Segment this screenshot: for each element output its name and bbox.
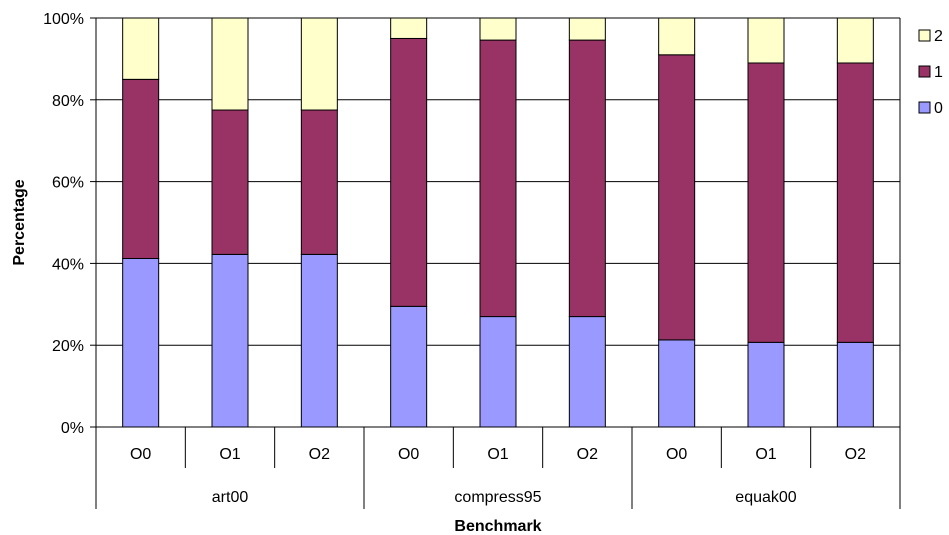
x-axis-label: Benchmark [454,518,541,535]
bar-segment-series-2 [568,17,606,41]
legend-label: 1 [934,64,943,81]
x-group-label: equak00 [735,489,796,506]
bar-segment-series-2 [122,17,160,80]
x-tick-label: O0 [666,446,687,463]
y-tick-label: 60% [52,175,84,192]
bar-segment-series-1 [836,62,874,343]
y-tick-labels: 0% 20% 40% 60% 80% 100% [43,11,84,437]
x-group-labels: art00 compress95 equak00 [212,489,797,506]
legend-swatch-series-1 [918,65,931,78]
axes [95,18,901,509]
bar-segment-series-0 [390,305,428,428]
bar-segment-series-0 [479,316,517,428]
bar-segment-series-2 [479,17,517,41]
bar-segment-series-0 [211,253,249,428]
legend-swatch-series-2 [918,29,931,42]
x-group-label: art00 [212,489,249,506]
bar-segment-series-1 [479,39,517,318]
bar-segment-series-1 [300,109,338,255]
legend-label: 2 [934,28,943,45]
y-tick-label: 0% [61,420,84,437]
legend-swatch-series-0 [918,101,931,114]
bar-segment-series-0 [122,257,160,428]
x-tick-label: O0 [398,446,419,463]
legend-label: 0 [934,100,943,117]
bar-segment-series-1 [211,109,249,255]
bar-segment-series-1 [747,62,785,343]
x-tick-labels: O0 O1 O2 O0 O1 O2 O0 O1 O2 [130,446,866,463]
x-tick-label: O0 [130,446,151,463]
x-tick-label: O1 [755,446,776,463]
y-tick-label: 40% [52,256,84,273]
bar-segment-series-2 [211,17,249,111]
y-tick-label: 20% [52,338,84,355]
x-group-label: compress95 [454,489,541,506]
bar-segment-series-2 [300,17,338,111]
x-tick-label: O1 [219,446,240,463]
x-tick-label: O1 [487,446,508,463]
bar-segment-series-1 [658,54,696,341]
bar-segment-series-0 [747,341,785,428]
bar-segment-series-1 [390,37,428,307]
y-axis-label: Percentage [11,179,28,265]
bar-segment-series-1 [568,39,606,318]
bar-segment-series-2 [390,17,428,39]
y-tick-label: 80% [52,93,84,110]
bar-segment-series-0 [568,316,606,428]
bar-segment-series-1 [122,78,160,259]
x-tick-label: O2 [845,446,866,463]
bar-segment-series-2 [836,17,874,64]
x-tick-label: O2 [309,446,330,463]
bar-segment-series-0 [836,341,874,428]
bar-segment-series-2 [658,17,696,56]
bar-segment-series-0 [300,253,338,428]
bars [122,17,874,428]
x-tick-label: O2 [577,446,598,463]
legend: 2 1 0 [918,28,943,117]
bar-segment-series-0 [658,339,696,428]
y-tick-label: 100% [43,11,84,28]
bar-segment-series-2 [747,17,785,64]
